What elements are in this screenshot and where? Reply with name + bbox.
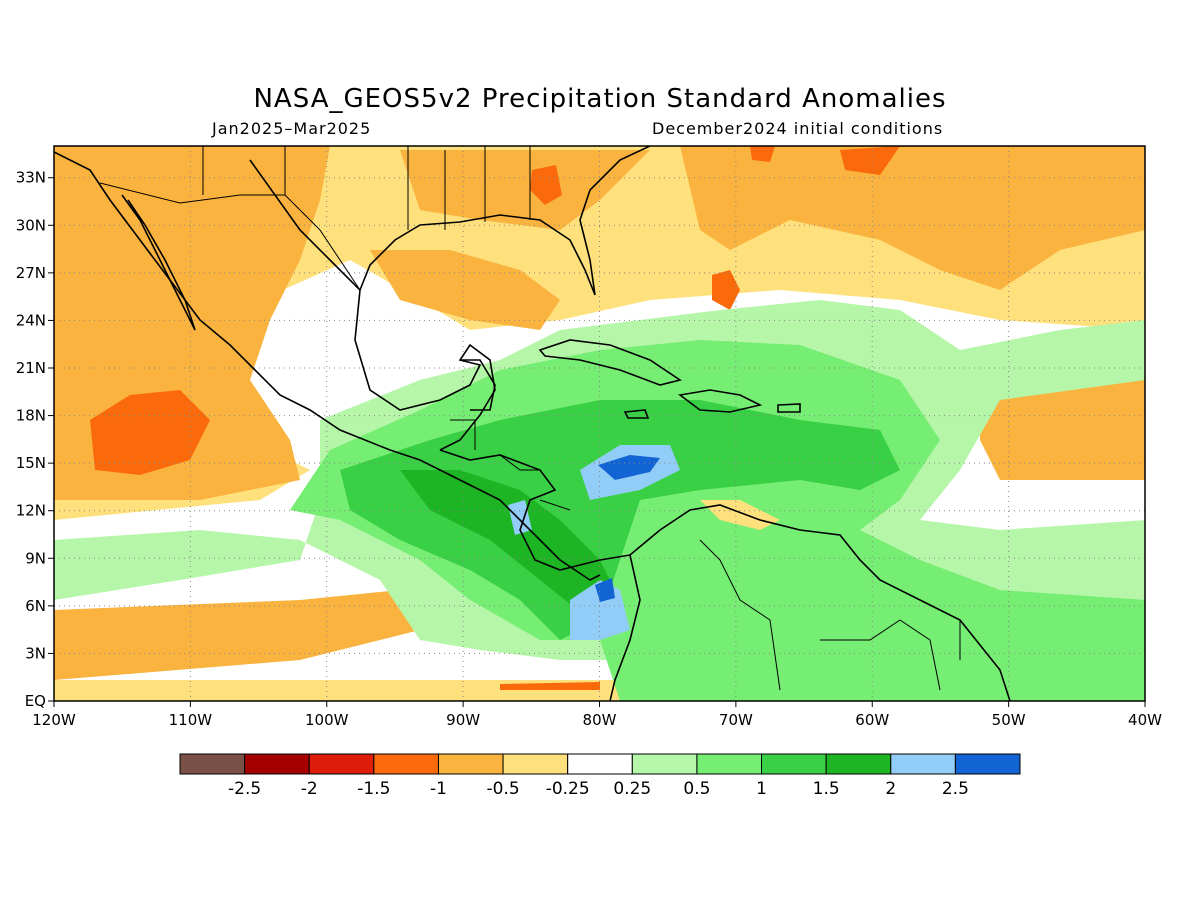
dry-atlantic-orange	[680, 146, 1145, 290]
colorbar-swatch	[179, 753, 246, 775]
dry-se-us-core	[530, 165, 562, 205]
x-tick-label: 50W	[992, 711, 1026, 729]
border-south-america	[699, 539, 961, 691]
colorbar-label: 2.5	[942, 779, 969, 799]
colorbar-swatch	[373, 753, 439, 775]
wet-very-strong-panama	[570, 580, 630, 640]
colorbar-label: -1	[430, 779, 447, 799]
y-tick-label: 27N	[16, 264, 46, 282]
colorbar-label: -0.25	[546, 779, 590, 799]
y-tick-label: 6N	[25, 597, 46, 615]
initial-conditions: December2024 initial conditions	[652, 119, 944, 138]
colorbar-swatch	[696, 753, 763, 775]
colorbar-label: 0.25	[613, 779, 651, 799]
y-tick-label: 12N	[16, 502, 46, 520]
x-tick-label: 60W	[855, 711, 889, 729]
y-tick-label: 3N	[25, 644, 46, 662]
dry-colombia-coast	[700, 500, 780, 530]
dry-pacific-core	[90, 390, 210, 475]
coastline-baja	[121, 194, 196, 331]
forecast-period: Jan2025–Mar2025	[212, 119, 372, 138]
borders	[99, 146, 961, 691]
colorbar-swatch	[631, 753, 698, 775]
coastline-central-america-caribbean	[439, 449, 631, 571]
coastline-jamaica	[623, 409, 650, 419]
x-tick-label: 110W	[169, 711, 213, 729]
colorbar-label: -2.5	[228, 779, 261, 799]
colorbar-swatch	[244, 753, 310, 775]
colorbar-swatch	[890, 753, 956, 775]
x-tick-label: 40W	[1128, 711, 1162, 729]
colorbar: -2.5 -2 -1.5 -1 -0.5 -0.25 0.25 0.5 1 1.5 2 2.5	[179, 753, 1021, 799]
y-tick-label: 33N	[16, 169, 46, 187]
coastline-gulf	[249, 159, 496, 451]
y-tick-label: 18N	[16, 407, 46, 425]
colorbar-label: 1.5	[813, 779, 840, 799]
colorbar-swatch	[502, 753, 569, 775]
y-axis: EQ 3N 6N 9N 12N 15N 18N 21N 24N 27N 30N 33N	[16, 169, 54, 710]
y-tick-label: 21N	[16, 359, 46, 377]
y-tick-label: 9N	[25, 549, 46, 567]
x-tick-label: 70W	[719, 711, 753, 729]
colorbar-label: 0.5	[683, 779, 710, 799]
coastline-south-america-west	[609, 554, 641, 702]
colorbar-swatch	[567, 753, 633, 775]
dry-pacific-south2	[54, 680, 620, 701]
dry-pacific-south	[54, 590, 420, 680]
x-tick-label: 120W	[32, 711, 76, 729]
dry-atlantic-core3	[750, 146, 775, 162]
x-axis: 120W 110W 100W 90W 80W 70W 60W 50W 40W	[32, 701, 1162, 729]
colorbar-swatch	[825, 753, 892, 775]
colorbar-swatch	[308, 753, 375, 775]
border-central-america	[450, 419, 571, 511]
anomaly-field	[54, 146, 1145, 701]
border-us-mexico	[99, 182, 361, 291]
x-tick-label: 90W	[446, 711, 480, 729]
colorbar-label: 1	[756, 779, 767, 799]
colorbar-label: -1.5	[357, 779, 390, 799]
y-tick-label: 30N	[16, 216, 46, 234]
coastline-us-gulf	[359, 145, 651, 296]
wet-strong	[340, 400, 900, 640]
wet-stronger	[400, 470, 620, 620]
dry-east-atlantic	[980, 380, 1145, 480]
x-tick-label: 80W	[583, 711, 617, 729]
dry-se-us-orange	[400, 150, 650, 230]
colorbar-label: -0.5	[486, 779, 519, 799]
chart-title: NASA_GEOS5v2 Precipitation Standard Anom…	[253, 84, 947, 114]
dry-atlantic-core	[712, 270, 740, 310]
wet-extreme-caribbean	[598, 455, 660, 480]
dry-atlantic-core2	[840, 146, 900, 175]
coastline-cuba	[538, 339, 682, 386]
coastline-yucatan	[460, 359, 496, 411]
colorbar-swatch	[437, 753, 504, 775]
border-us-states	[202, 146, 531, 230]
colorbar-swatch	[954, 753, 1021, 775]
dry-pacific-eq-core	[500, 682, 600, 690]
colorbar-swatch	[761, 753, 827, 775]
coastlines	[53, 145, 1011, 702]
y-tick-label: EQ	[25, 692, 46, 710]
y-tick-label: 15N	[16, 454, 46, 472]
x-tick-label: 100W	[305, 711, 349, 729]
colorbar-label: 2	[885, 779, 896, 799]
coastline-mexico-pacific	[53, 151, 601, 581]
coastline-puerto-rico	[777, 403, 801, 413]
colorbar-label: -2	[301, 779, 318, 799]
map-grid	[54, 146, 1145, 701]
dry-gulf-orange	[370, 250, 560, 330]
coastline-hispaniola	[678, 389, 763, 413]
y-tick-label: 24N	[16, 311, 46, 329]
